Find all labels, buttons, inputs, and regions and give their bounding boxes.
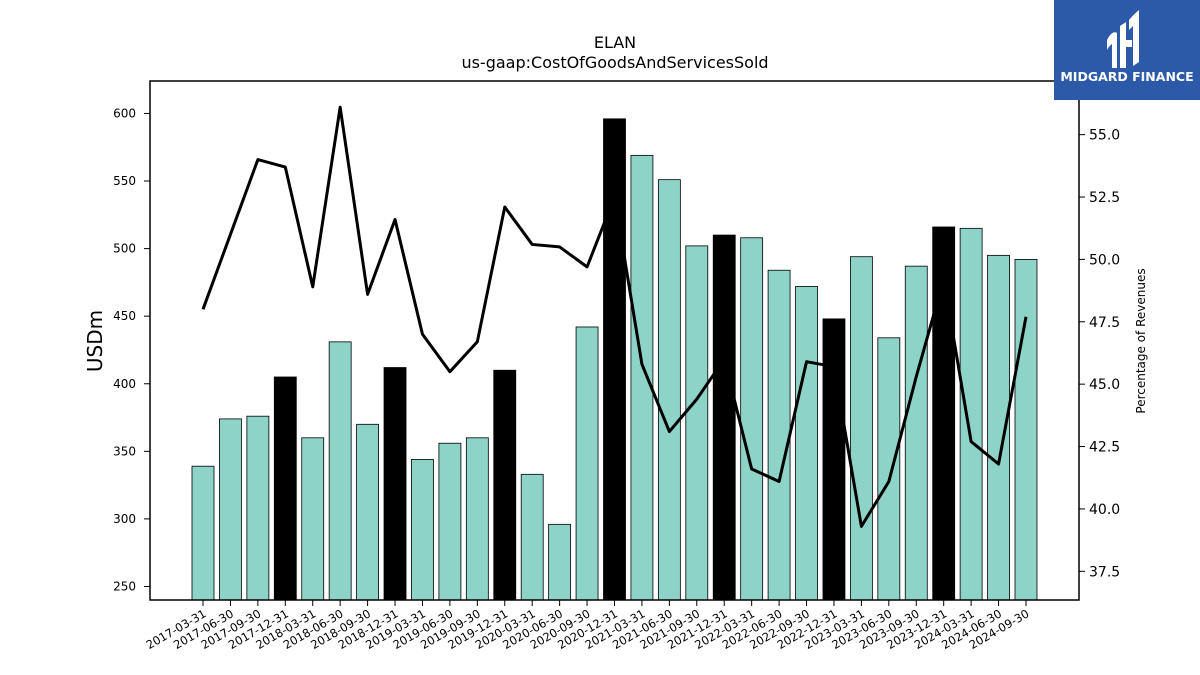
bar-2018-03-31 <box>301 437 325 601</box>
logo-mark-icon <box>1107 10 1139 68</box>
brand-logo: MIDGARD FINANCE <box>1054 0 1200 100</box>
bar-2021-03-31 <box>630 154 654 601</box>
bar-2024-03-31 <box>959 227 983 601</box>
bar-2020-12-31 <box>603 118 626 601</box>
bar-2024-09-30 <box>1014 259 1038 601</box>
bar-2022-03-31 <box>740 237 764 601</box>
y-tick-label-left: 350 <box>113 444 136 458</box>
y-axis-left: 250 300 350 400 450 500 550 600 <box>113 106 150 593</box>
bar-2022-12-31 <box>822 318 846 601</box>
chart-subtitle: us-gaap:CostOfGoodsAndServicesSold <box>461 53 768 72</box>
bar-2018-06-30 <box>328 341 352 601</box>
bar-2020-06-30 <box>548 523 572 601</box>
bar-2020-09-30 <box>575 326 599 601</box>
y-tick-label-right: 37.5 <box>1089 564 1120 580</box>
chart-title: ELAN <box>594 33 636 52</box>
bar-2023-09-30 <box>904 265 928 601</box>
bar-2023-06-30 <box>877 337 901 601</box>
bar-2020-03-31 <box>520 473 544 601</box>
bar-2017-09-30 <box>246 415 270 601</box>
x-axis: 2017-03-312017-06-302017-09-302017-12-31… <box>144 600 1031 652</box>
bar-2021-09-30 <box>685 245 709 601</box>
bar-2022-06-30 <box>767 269 791 601</box>
y-tick-label-left: 500 <box>113 242 136 256</box>
y-axis-right: 37.5 40.0 42.5 45.0 47.5 50.0 52.5 55.0 <box>1079 128 1120 580</box>
y-tick-label-left: 250 <box>113 579 136 593</box>
y-tick-label-right: 55.0 <box>1089 128 1120 144</box>
bar-2017-06-30 <box>219 418 242 601</box>
bar-2017-12-31 <box>273 376 297 601</box>
percentage-line <box>201 105 1028 528</box>
bar-2022-09-30 <box>795 286 818 601</box>
y-tick-label-right: 42.5 <box>1089 440 1120 456</box>
bars-layer <box>191 118 1038 601</box>
bar-2021-12-31 <box>712 234 736 601</box>
bar-2023-03-31 <box>849 256 873 601</box>
y-axis-label-left: USDm <box>83 310 107 372</box>
y-tick-label-right: 40.0 <box>1089 502 1120 518</box>
y-tick-label-right: 50.0 <box>1089 252 1120 268</box>
bar-2019-12-31 <box>493 369 517 601</box>
bar-2021-06-30 <box>657 179 681 601</box>
logo-text: MIDGARD FINANCE <box>1060 69 1193 84</box>
y-tick-label-left: 600 <box>113 106 136 120</box>
bar-2017-03-31 <box>191 465 215 601</box>
y-tick-label-right: 52.5 <box>1089 190 1120 206</box>
bar-2019-09-30 <box>465 437 489 601</box>
y-tick-label-left: 400 <box>113 377 136 391</box>
y-axis-label-right: Percentage of Revenues <box>1134 268 1148 413</box>
y-tick-label-right: 47.5 <box>1089 315 1120 331</box>
y-tick-label-right: 45.0 <box>1089 377 1120 393</box>
bar-2018-09-30 <box>356 423 380 601</box>
y-tick-label-left: 450 <box>113 309 136 323</box>
bar-2019-03-31 <box>411 459 434 601</box>
y-tick-label-left: 550 <box>113 174 136 188</box>
bar-2018-12-31 <box>383 367 407 601</box>
line-layer <box>201 105 1028 528</box>
y-tick-label-left: 300 <box>113 512 136 526</box>
bar-2019-06-30 <box>438 442 462 601</box>
logo-background <box>1054 0 1200 100</box>
